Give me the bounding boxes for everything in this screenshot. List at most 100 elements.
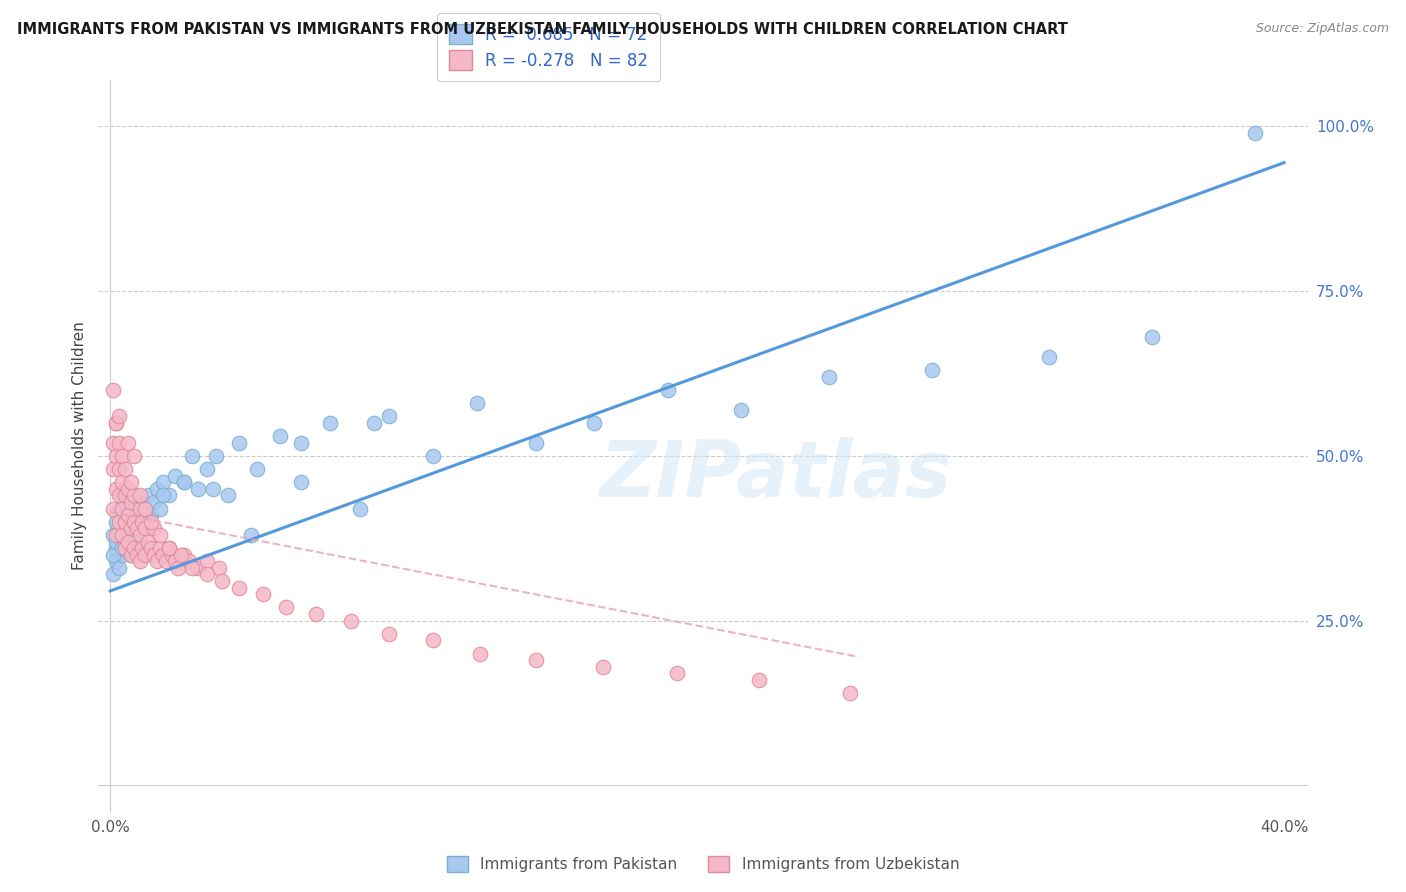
Point: [108, 528, 131, 542]
Point: [122, 515, 145, 529]
Point: [101, 548, 124, 562]
Point: [120, 475, 142, 490]
Point: [149, 541, 172, 556]
Point: [120, 521, 142, 535]
Point: [125, 521, 148, 535]
Point: [108, 561, 131, 575]
Point: [152, 548, 174, 562]
Point: [657, 383, 679, 397]
Point: [169, 548, 191, 562]
Point: [128, 488, 150, 502]
Point: [117, 482, 139, 496]
Point: [363, 416, 385, 430]
Point: [149, 528, 172, 542]
Point: [105, 541, 128, 556]
Point: [143, 521, 166, 535]
Point: [108, 534, 131, 549]
Point: [195, 462, 218, 476]
Point: [114, 495, 136, 509]
Point: [108, 435, 131, 450]
Point: [134, 501, 156, 516]
Point: [108, 462, 131, 476]
Point: [114, 541, 136, 556]
Point: [114, 488, 136, 502]
Point: [117, 528, 139, 542]
Point: [240, 528, 263, 542]
Point: [143, 495, 166, 509]
Point: [114, 541, 136, 556]
Point: [117, 435, 139, 450]
Point: [111, 501, 134, 516]
Point: [117, 534, 139, 549]
Point: [108, 501, 131, 516]
Point: [128, 528, 150, 542]
Point: [340, 614, 363, 628]
Point: [125, 541, 148, 556]
Point: [592, 659, 614, 673]
Point: [163, 554, 186, 568]
Point: [101, 567, 124, 582]
Point: [128, 528, 150, 542]
Point: [181, 561, 204, 575]
Point: [179, 554, 201, 568]
Point: [101, 383, 124, 397]
Point: [105, 416, 128, 430]
Point: [228, 581, 250, 595]
Point: [101, 528, 124, 542]
Point: [141, 515, 163, 529]
Point: [120, 548, 142, 562]
Point: [838, 686, 860, 700]
Point: [136, 488, 159, 502]
Point: [105, 534, 128, 549]
Point: [211, 574, 233, 588]
Point: [122, 488, 145, 502]
Point: [187, 482, 209, 496]
Point: [157, 541, 180, 556]
Point: [111, 548, 134, 562]
Y-axis label: Family Households with Children: Family Households with Children: [72, 322, 87, 570]
Point: [204, 449, 226, 463]
Point: [149, 501, 172, 516]
Point: [217, 488, 239, 502]
Point: [122, 515, 145, 529]
Point: [122, 449, 145, 463]
Point: [143, 548, 166, 562]
Point: [141, 541, 163, 556]
Text: IMMIGRANTS FROM PAKISTAN VS IMMIGRANTS FROM UZBEKISTAN FAMILY HOUSEHOLDS WITH CH: IMMIGRANTS FROM PAKISTAN VS IMMIGRANTS F…: [17, 22, 1067, 37]
Point: [349, 501, 371, 516]
Point: [583, 416, 606, 430]
Text: ZIPatlas: ZIPatlas: [599, 437, 952, 513]
Point: [290, 475, 312, 490]
Point: [152, 488, 174, 502]
Point: [1038, 350, 1060, 364]
Point: [105, 528, 128, 542]
Point: [114, 462, 136, 476]
Point: [201, 482, 224, 496]
Point: [173, 475, 195, 490]
Point: [921, 363, 943, 377]
Point: [160, 548, 183, 562]
Point: [125, 548, 148, 562]
Point: [378, 627, 401, 641]
Point: [134, 515, 156, 529]
Point: [195, 567, 218, 582]
Point: [105, 554, 128, 568]
Point: [131, 515, 153, 529]
Point: [105, 416, 128, 430]
Point: [114, 515, 136, 529]
Point: [120, 521, 142, 535]
Point: [111, 449, 134, 463]
Point: [111, 528, 134, 542]
Point: [105, 449, 128, 463]
Point: [173, 475, 195, 490]
Point: [128, 554, 150, 568]
Point: [117, 534, 139, 549]
Point: [125, 508, 148, 523]
Point: [155, 554, 177, 568]
Point: [730, 402, 752, 417]
Point: [304, 607, 326, 621]
Point: [134, 521, 156, 535]
Point: [122, 501, 145, 516]
Point: [818, 369, 841, 384]
Point: [120, 488, 142, 502]
